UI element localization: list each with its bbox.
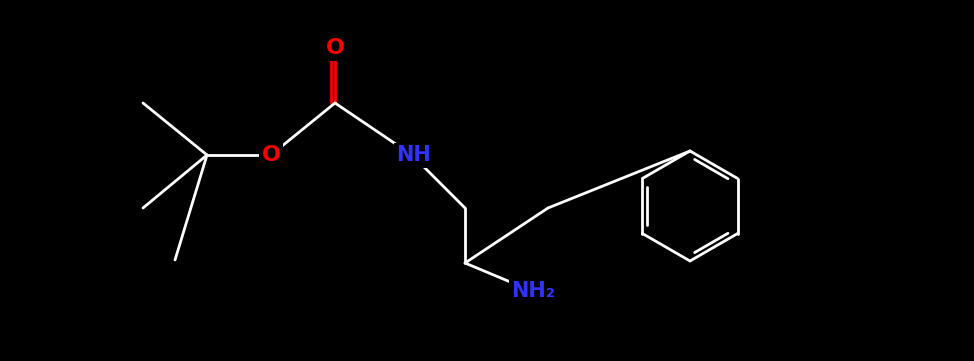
Text: O: O bbox=[325, 38, 345, 58]
Text: NH: NH bbox=[396, 145, 431, 165]
Text: NH₂: NH₂ bbox=[511, 281, 555, 301]
Text: O: O bbox=[261, 145, 281, 165]
